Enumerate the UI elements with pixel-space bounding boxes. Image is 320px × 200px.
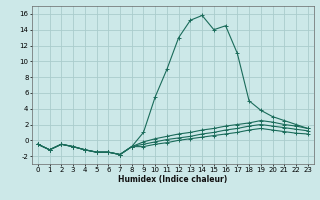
X-axis label: Humidex (Indice chaleur): Humidex (Indice chaleur) <box>118 175 228 184</box>
